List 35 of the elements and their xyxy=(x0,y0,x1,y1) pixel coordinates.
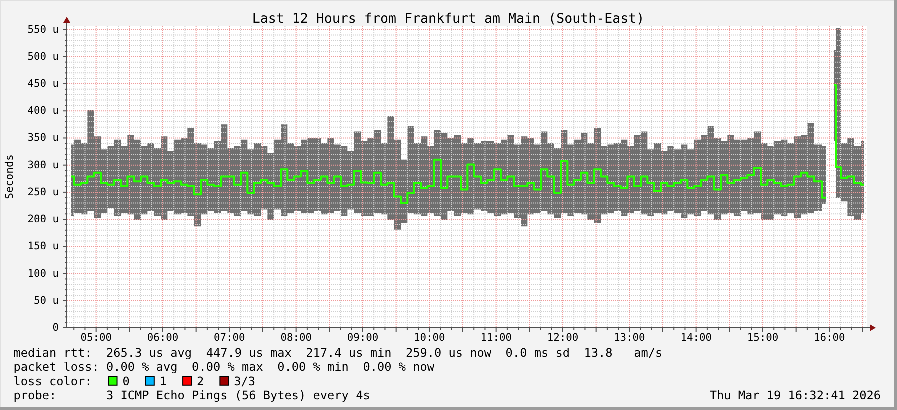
text: packet loss: 0.00 % avg 0.00 % max 0.00 % min 0.00 % now xyxy=(14,360,436,374)
y-tick-label: 500 u xyxy=(28,50,59,63)
legend-label: 0 xyxy=(122,374,130,388)
text: probe: 3 ICMP Echo Pings (56 Bytes) every 4s xyxy=(14,388,370,403)
text: Thu Mar 19 16:32:41 2026 xyxy=(710,388,881,403)
x-tick-label: 09:00 xyxy=(347,332,379,344)
x-tick-label: 08:00 xyxy=(280,332,312,344)
x-tick-label: 06:00 xyxy=(147,332,179,344)
y-tick-label: 50 u xyxy=(34,294,59,307)
y-axis-title: Seconds xyxy=(4,154,16,200)
x-tick-label: 11:00 xyxy=(480,332,512,344)
x-tick-label: 12:00 xyxy=(547,332,579,344)
y-tick-label: 400 u xyxy=(28,105,59,118)
legend-label: 3/3 xyxy=(234,374,256,388)
y-tick-label: 300 u xyxy=(28,159,59,172)
x-tick-label: 16:00 xyxy=(814,332,846,344)
x-tick-label: 07:00 xyxy=(214,332,246,344)
legend-title: loss color: xyxy=(14,374,92,388)
x-tick-label: 15:00 xyxy=(747,332,779,344)
y-tick-label: 450 u xyxy=(28,78,59,90)
y-tick-label: 0 xyxy=(52,322,59,334)
x-tick-label: 13:00 xyxy=(614,332,646,344)
chart-title: Last 12 Hours from Frankfurt am Main (South-East) xyxy=(252,12,645,27)
y-tick-label: 550 u xyxy=(28,24,59,36)
x-tick-label: 14:00 xyxy=(680,332,712,344)
x-tick-label: 05:00 xyxy=(80,332,112,344)
y-tick-label: 350 u xyxy=(28,132,59,144)
legend-label: 1 xyxy=(160,374,168,388)
x-tick-label: 10:00 xyxy=(414,332,446,344)
y-tick-label: 250 u xyxy=(28,186,59,198)
y-tick-label: 150 u xyxy=(28,240,59,253)
legend-label: 2 xyxy=(197,374,204,388)
y-tick-label: 200 u xyxy=(28,214,59,226)
text: median rtt: 265.3 us avg 447.9 us max 217.4 us min 259.0 us now 0.0 ms sd 13.8 am/s xyxy=(14,346,663,360)
y-tick-label: 100 u xyxy=(28,268,59,280)
